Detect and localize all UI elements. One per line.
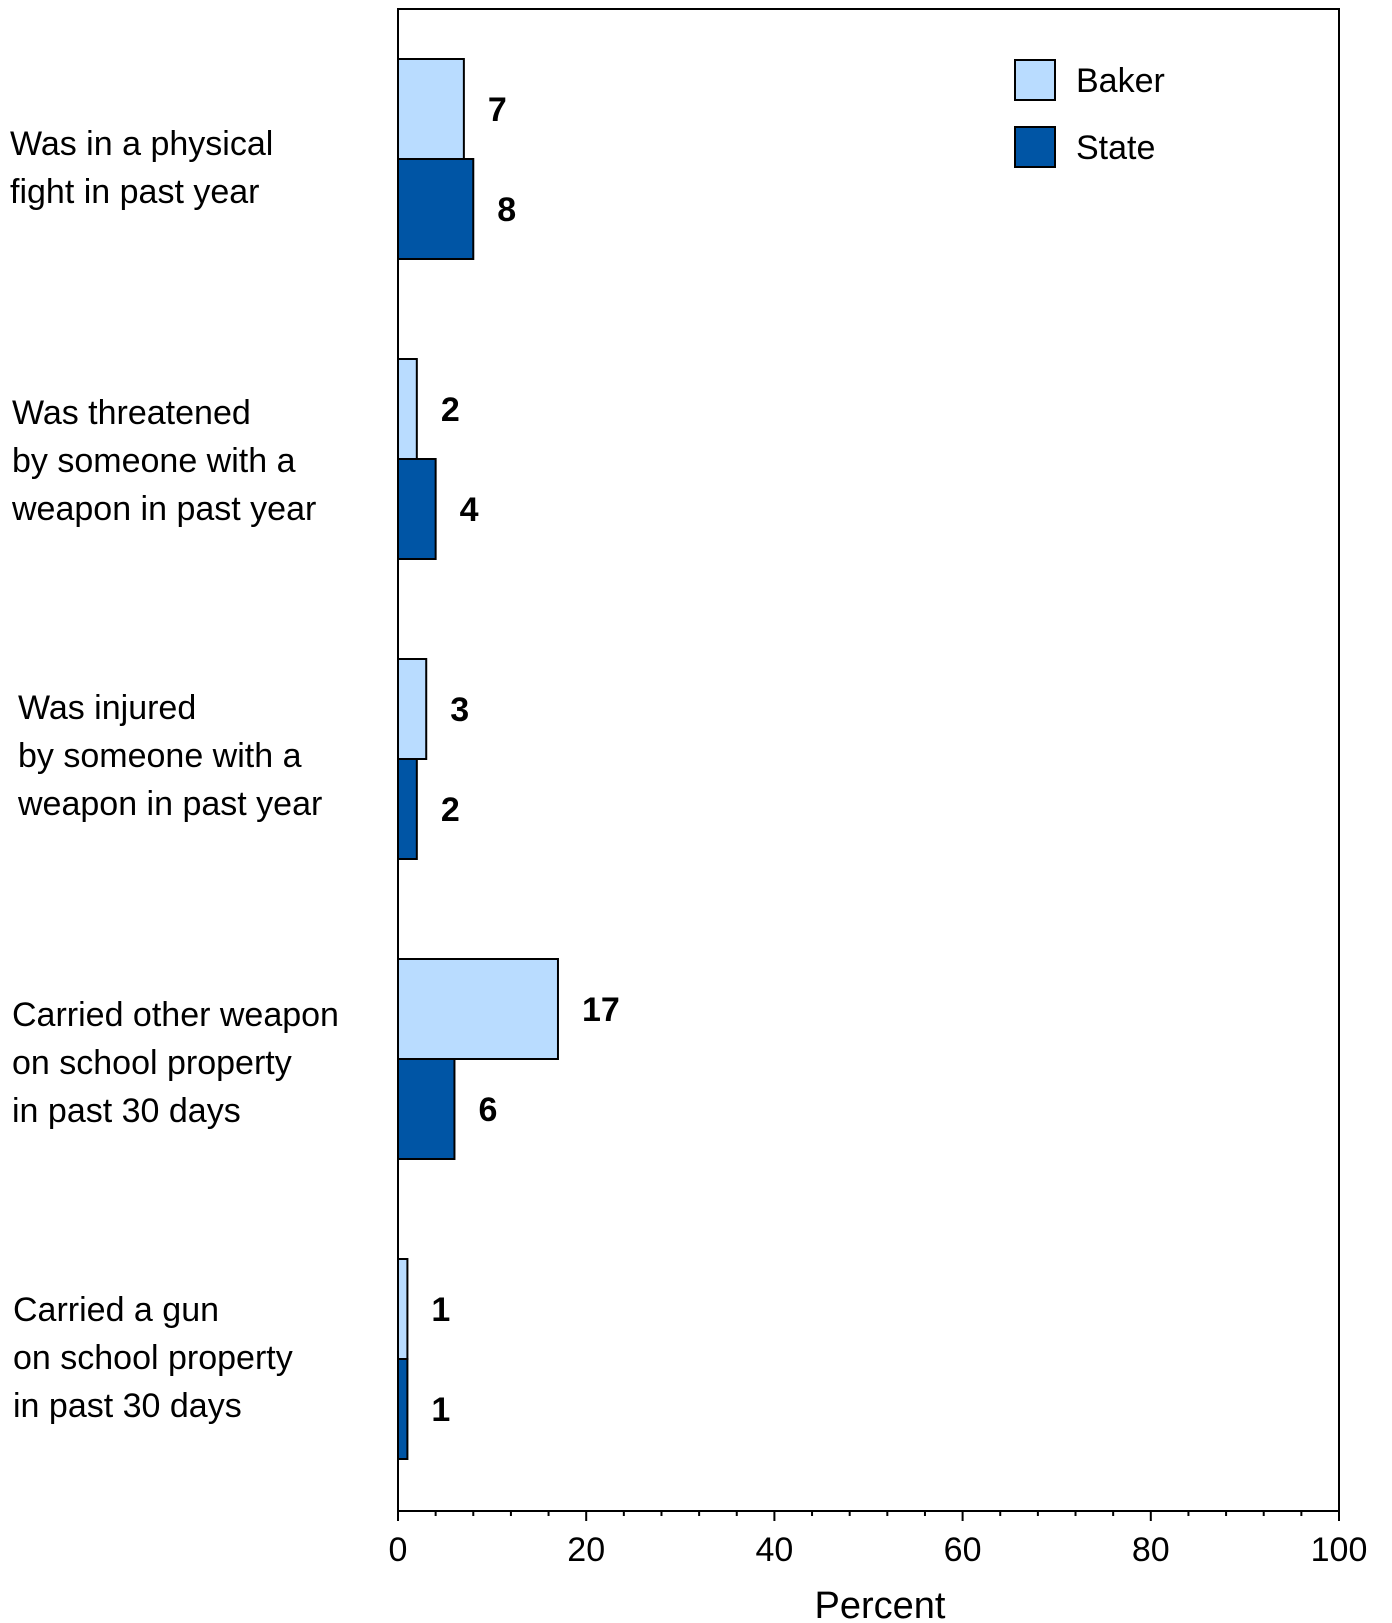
legend-swatch-state [1014, 126, 1056, 168]
bar-baker-3 [397, 958, 559, 1060]
category-label-2: Was injured by someone with a weapon in pa… [17, 689, 322, 823]
tick-label: 0 [389, 1531, 408, 1569]
x-axis-ticks: 0 20 40 60 80 100 [389, 1511, 1368, 1569]
bar-baker-0 [397, 58, 465, 160]
category-label-0: Was in a physical fight in past year [10, 125, 273, 211]
value-label-baker-0: 7 [488, 91, 507, 129]
value-label-state-4: 1 [431, 1391, 450, 1429]
value-label-baker-3: 17 [582, 991, 620, 1029]
legend-label-state: State [1076, 129, 1155, 167]
x-axis-title: Percent [815, 1585, 946, 1623]
tick-label: 60 [944, 1531, 982, 1569]
value-label-baker-2: 3 [450, 691, 469, 729]
tick-label: 40 [755, 1531, 793, 1569]
category-label-1: Was threatened by someone with a weapon in… [11, 394, 316, 528]
legend-label-baker: Baker [1076, 62, 1165, 100]
bar-state-0 [397, 158, 475, 260]
value-label-state-1: 4 [460, 491, 479, 529]
bars-layer [397, 58, 559, 1460]
tick-label: 80 [1132, 1531, 1170, 1569]
bar-baker-2 [397, 658, 428, 760]
category-labels-layer: Was in a physical fight in past year Was t… [10, 125, 339, 1425]
bar-state-3 [397, 1058, 456, 1160]
value-label-baker-4: 1 [431, 1291, 450, 1329]
bar-baker-1 [397, 358, 418, 460]
value-label-baker-1: 2 [441, 391, 460, 429]
value-labels-layer: 7 8 2 4 3 2 17 6 1 1 [431, 91, 619, 1429]
tick-label: 100 [1311, 1531, 1368, 1569]
value-label-state-3: 6 [478, 1091, 497, 1129]
legend-swatch-baker [1014, 59, 1056, 101]
bar-baker-4 [397, 1258, 409, 1360]
legend: Baker State [1014, 59, 1165, 168]
plot-frame [397, 8, 1340, 1512]
category-label-4: Carried a gun on school property in past 3… [13, 1291, 293, 1425]
bar-state-1 [397, 458, 437, 560]
value-label-state-2: 2 [441, 791, 460, 829]
bar-state-2 [397, 758, 418, 860]
value-label-state-0: 8 [497, 191, 516, 229]
bar-state-4 [397, 1358, 409, 1460]
tick-label: 20 [567, 1531, 605, 1569]
category-label-3: Carried other weapon on school property in… [12, 996, 339, 1130]
